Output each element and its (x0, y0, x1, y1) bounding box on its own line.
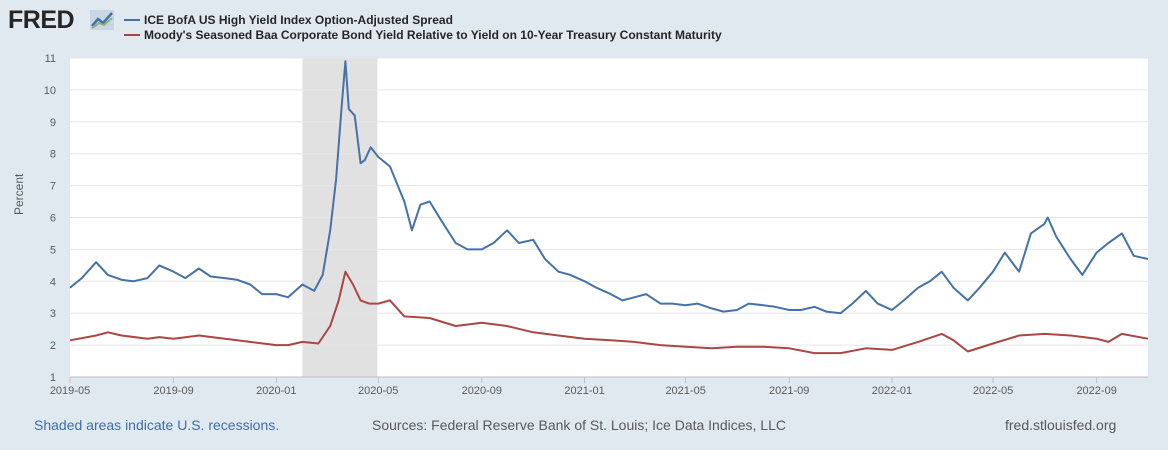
x-tick-label-3: 2020-05 (358, 385, 398, 395)
y-tick-label-7: 7 (50, 181, 56, 193)
y-tick-label-5: 5 (50, 244, 56, 256)
line-chart[interactable]: 1 2 3 4 5 6 7 8 9 10 11 2019-05 2019-09 2020-01 2020-0… (0, 50, 1168, 395)
chart-legend: ICE BofA US High Yield Index Option-Adju… (124, 12, 722, 42)
recession-note-link[interactable]: Shaded areas indicate U.S. recessions. (34, 417, 280, 433)
x-tick-label-2: 2020-01 (256, 385, 296, 395)
y-tick-label-10: 10 (44, 85, 56, 97)
legend-swatch-series-1 (124, 18, 140, 21)
y-tick-label-6: 6 (50, 213, 56, 225)
sources-text: Sources: Federal Reserve Bank of St. Lou… (372, 417, 786, 433)
site-link[interactable]: fred.stlouisfed.org (1005, 417, 1117, 433)
fred-graph-icon (90, 10, 114, 30)
legend-item-series-2[interactable]: Moody's Seasoned Baa Corporate Bond Yiel… (124, 27, 722, 42)
y-tick-label-9: 9 (50, 117, 56, 129)
legend-label-series-2: Moody's Seasoned Baa Corporate Bond Yiel… (144, 27, 722, 42)
legend-label-series-1: ICE BofA US High Yield Index Option-Adju… (144, 12, 453, 27)
x-tick-label-10: 2022-09 (1076, 385, 1116, 395)
x-tick-label-7: 2021-09 (769, 385, 809, 395)
y-tick-label-1: 1 (50, 372, 56, 384)
x-tick-label-0: 2019-05 (50, 385, 90, 395)
series-line-1 (69, 60, 1149, 315)
fred-logo[interactable]: FRED (8, 6, 75, 34)
y-tick-label-11: 11 (45, 53, 56, 65)
x-tick-label-9: 2022-05 (973, 385, 1013, 395)
x-tick-label-6: 2021-05 (665, 385, 705, 395)
y-tick-label-2: 2 (50, 340, 56, 352)
y-tick-label-3: 3 (50, 308, 56, 320)
y-tick-label-8: 8 (50, 149, 56, 161)
x-tick-label-5: 2021-01 (564, 385, 604, 395)
legend-swatch-series-2 (124, 33, 140, 36)
chart-header: FRED ICE BofA US High Yield Index Option… (0, 0, 1168, 50)
series-line-2 (69, 270, 1149, 355)
x-tick-label-8: 2022-01 (872, 385, 912, 395)
legend-item-series-1[interactable]: ICE BofA US High Yield Index Option-Adju… (124, 12, 722, 27)
x-tick-label-4: 2020-09 (462, 385, 502, 395)
y-tick-label-4: 4 (50, 276, 56, 288)
x-tick-label-1: 2019-09 (153, 385, 193, 395)
